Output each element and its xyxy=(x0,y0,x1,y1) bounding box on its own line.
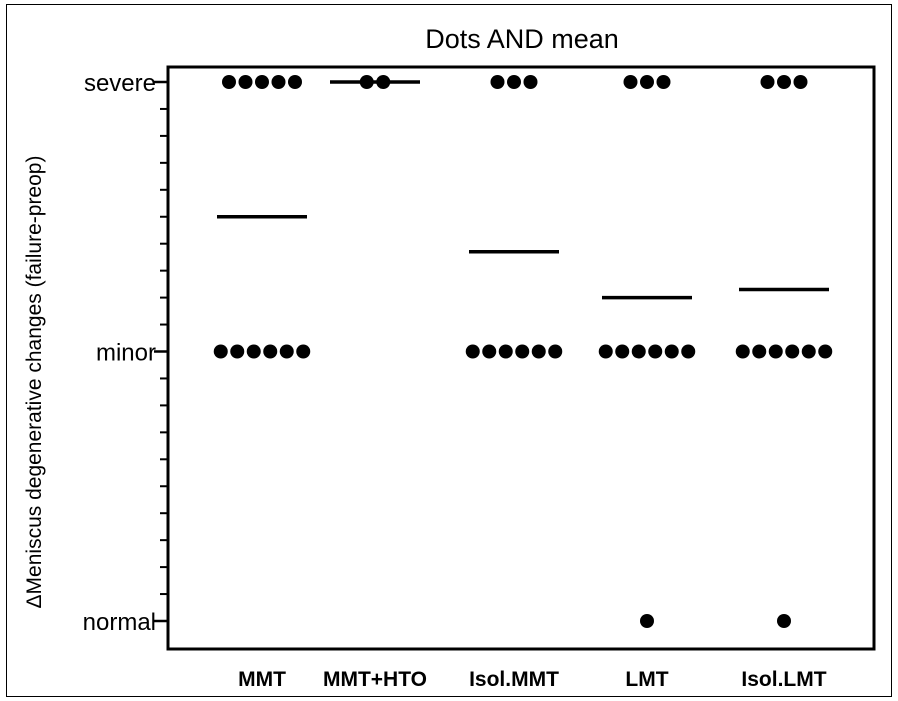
y-tick-label-normal: normal xyxy=(83,609,156,636)
data-dot-isol-mmt xyxy=(515,344,530,359)
x-category-label: MMT xyxy=(238,668,286,691)
data-dot-mmt xyxy=(238,75,253,89)
data-dot-mmt-hto xyxy=(376,75,391,89)
x-category-label: Isol.MMT xyxy=(469,668,559,691)
data-dot-mmt xyxy=(279,344,294,359)
chart-frame xyxy=(6,4,892,697)
data-dot-isol-mmt xyxy=(498,344,513,359)
data-dot-isol-mmt xyxy=(548,344,563,359)
chart-title: Dots AND mean xyxy=(425,24,619,54)
data-dot-lmt xyxy=(664,344,679,359)
data-dot-isol-lmt xyxy=(760,75,775,89)
data-dot-isol-mmt xyxy=(490,75,505,89)
data-dot-mmt-hto xyxy=(359,75,374,89)
data-dot-isol-mmt xyxy=(531,344,546,359)
data-dot-lmt xyxy=(640,614,654,628)
data-dot-lmt xyxy=(631,344,646,359)
data-dot-mmt xyxy=(271,75,286,89)
data-dot-mmt xyxy=(296,344,311,359)
data-dot-lmt xyxy=(623,75,638,89)
data-dot-mmt xyxy=(288,75,302,89)
x-axis-category-labels: MMT MMT+HTO Isol.MMT LMT Isol.LMT xyxy=(238,668,827,691)
data-dot-mmt xyxy=(222,75,236,89)
data-dot-isol-lmt xyxy=(785,344,800,359)
data-dot-mmt xyxy=(230,344,245,359)
data-dot-isol-lmt xyxy=(777,614,791,628)
y-tick-label-severe: severe xyxy=(84,70,156,97)
data-dot-isol-mmt xyxy=(482,344,497,359)
data-dot-lmt xyxy=(640,75,654,89)
data-dot-isol-lmt xyxy=(768,344,783,359)
data-dot-lmt xyxy=(648,344,663,359)
data-dot-mmt xyxy=(246,344,261,359)
data-dot-lmt xyxy=(656,75,671,89)
data-dot-isol-lmt xyxy=(752,344,767,359)
data-dot-isol-mmt xyxy=(465,344,480,359)
mean-lines xyxy=(217,80,829,300)
data-dot-lmt xyxy=(681,344,696,359)
data-dot-mmt xyxy=(213,344,228,359)
plot-area xyxy=(166,65,876,651)
data-dot-isol-lmt xyxy=(735,344,750,359)
data-dots xyxy=(213,75,833,628)
y-axis-ticks xyxy=(154,80,168,623)
y-axis-tick-labels: normal minor severe xyxy=(83,70,156,636)
data-dot-isol-lmt xyxy=(818,344,833,359)
data-dot-isol-mmt xyxy=(523,75,538,89)
data-dot-mmt xyxy=(255,75,269,89)
data-dot-isol-lmt xyxy=(801,344,816,359)
y-axis-label: ΔMeniscus degenerative changes (failure-… xyxy=(23,156,46,609)
data-dot-isol-mmt xyxy=(507,75,521,89)
x-category-label: MMT+HTO xyxy=(323,668,427,691)
data-dot-lmt xyxy=(615,344,630,359)
data-dot-lmt xyxy=(598,344,613,359)
data-dot-isol-lmt xyxy=(793,75,808,89)
x-category-label: LMT xyxy=(625,668,668,691)
y-tick-label-minor: minor xyxy=(96,340,156,367)
data-dot-isol-lmt xyxy=(777,75,791,89)
data-dot-mmt xyxy=(263,344,278,359)
x-category-label: Isol.LMT xyxy=(741,668,826,691)
